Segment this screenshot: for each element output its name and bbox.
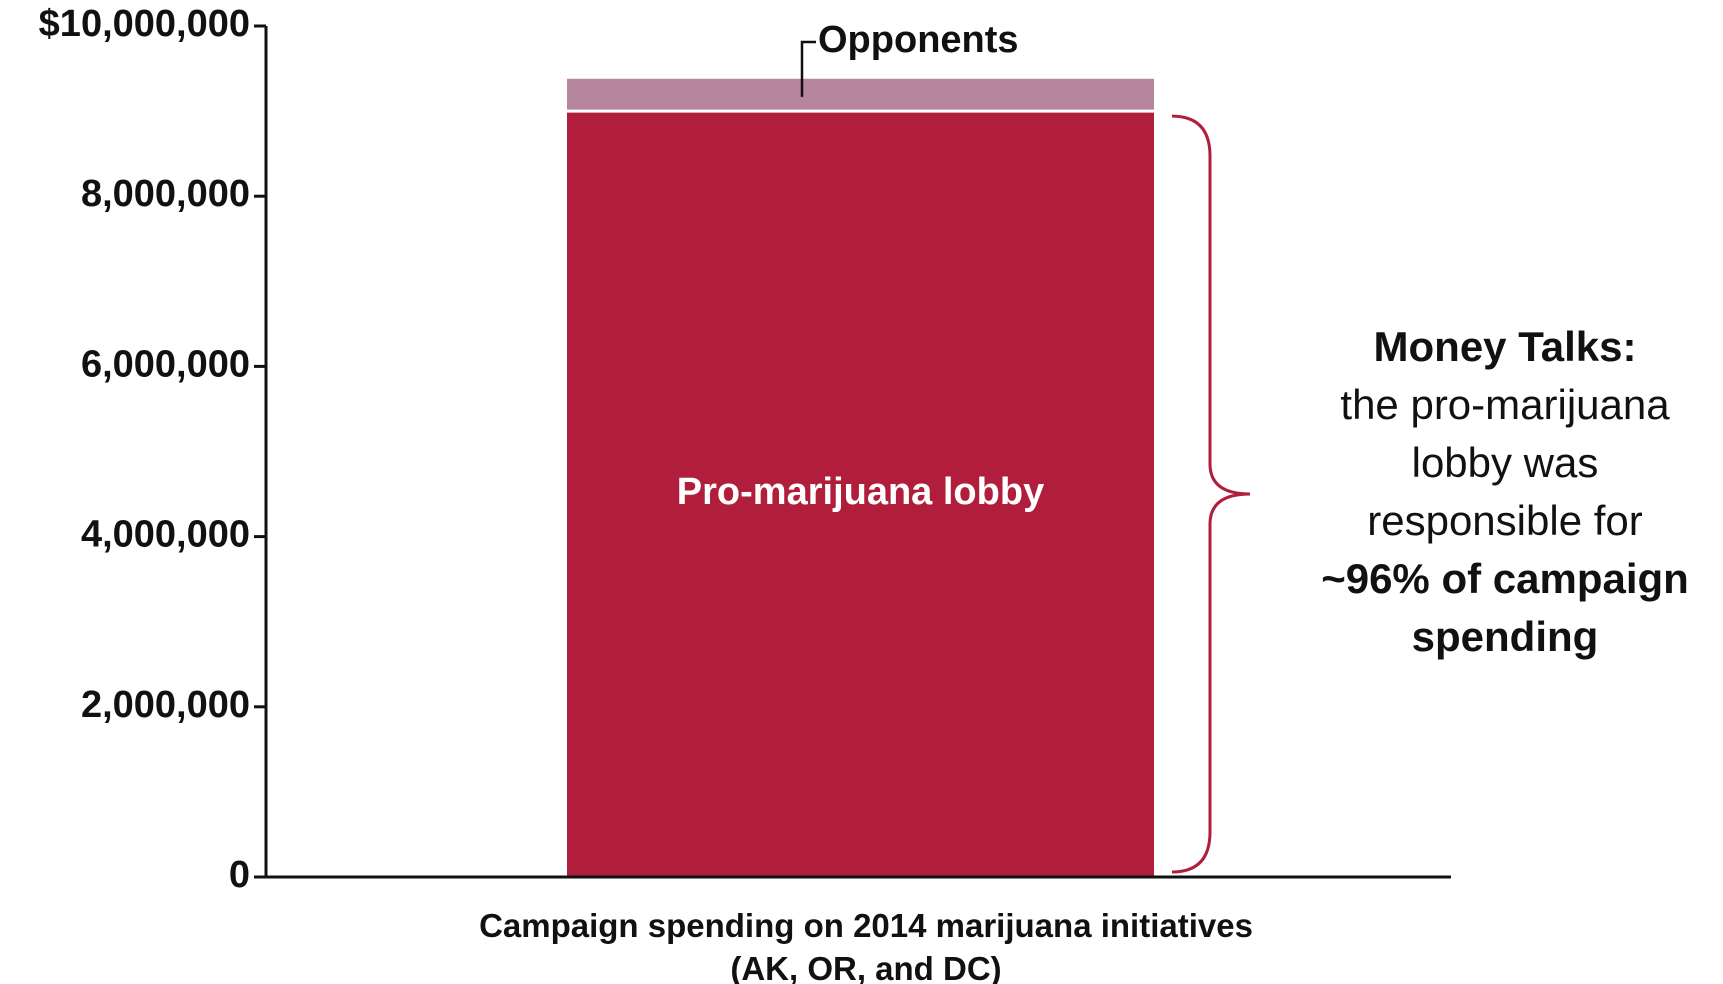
bar-segment-opponents [567,78,1154,112]
annotation-line-1: the pro-marijuana [1340,381,1670,428]
y-tick-label: 4,000,000 [81,514,250,556]
y-tick-label: 6,000,000 [81,343,250,385]
money-talks-annotation: Money Talks: the pro-marijuana lobby was… [1285,318,1723,666]
annotation-heading: Money Talks: [1373,323,1637,370]
brace-bracket [1171,114,1251,874]
y-tick-label: $10,000,000 [39,3,250,45]
y-tick-label: 8,000,000 [81,173,250,215]
y-tick-label: 2,000,000 [81,684,250,726]
bar-label-opponents: Opponents [818,19,1019,61]
annotation-line-2: lobby was [1411,439,1599,486]
annotation-emphasis-2: spending [1411,613,1599,660]
bar-segment-pro-marijuana-lobby [567,111,1154,878]
annotation-emphasis-1: ~96% of campaign [1321,555,1689,602]
bars [567,78,1154,878]
annotation-line-3: responsible for [1367,497,1643,544]
y-tick-label: 0 [229,854,250,896]
bar-label-pro-marijuana: Pro-marijuana lobby [677,471,1044,513]
y-axis-ticks: 0 2,000,000 4,000,000 6,000,000 8,000,000 $10… [39,3,266,896]
opponents-leader-line [800,40,816,97]
x-axis-label-line1: Campaign spending on 2014 marijuana init… [479,907,1253,944]
x-axis-label-line2: (AK, OR, and DC) [730,950,1001,984]
